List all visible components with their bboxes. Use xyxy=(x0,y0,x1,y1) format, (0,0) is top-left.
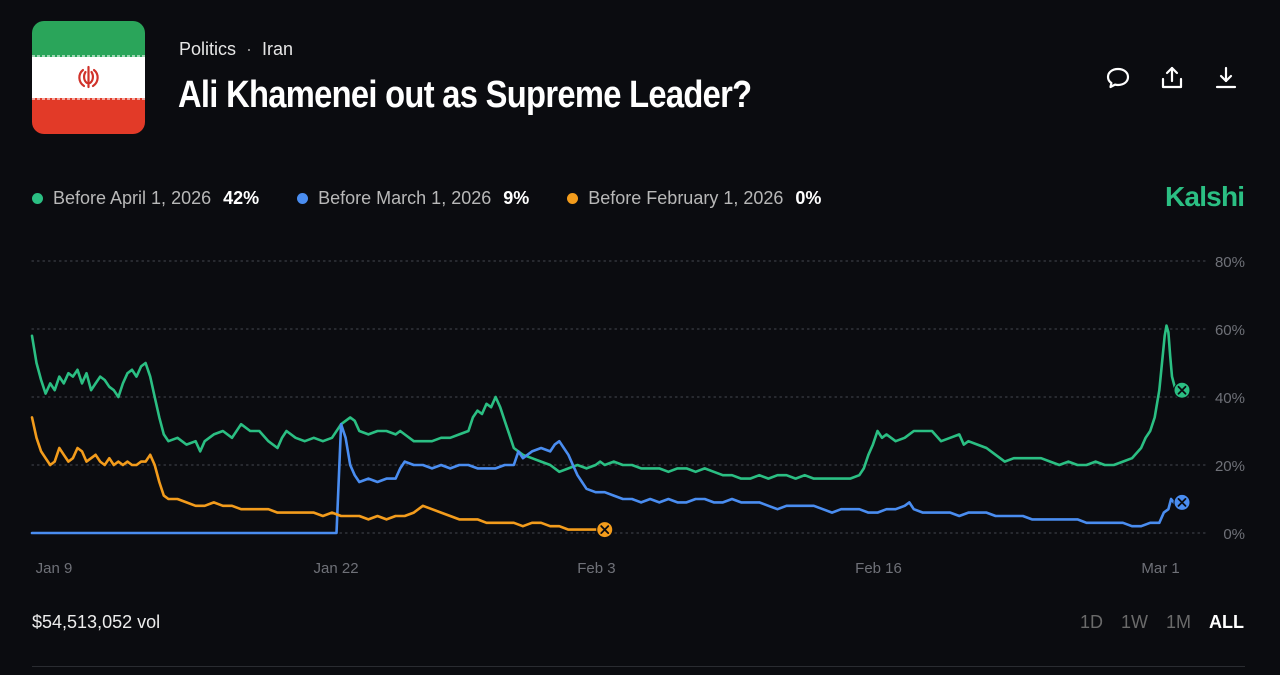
price-chart[interactable]: 0% 20% 40% 60% 80% Jan 9 Jan 22 Feb 3 Feb 16 Mar … xyxy=(0,240,1280,600)
x-tick-label-1: Jan 22 xyxy=(314,560,359,577)
legend-swatch-april xyxy=(32,193,43,204)
kalshi-logo[interactable]: Kalshi xyxy=(1165,181,1245,212)
legend-label-february: Before February 1, 2026 xyxy=(588,188,784,208)
y-tick-label-20: 20% xyxy=(1215,458,1245,475)
legend-value-march: 9% xyxy=(503,188,530,208)
series-march-end-x-icon xyxy=(1177,498,1187,507)
iran-flag-image xyxy=(32,21,145,134)
series-february-line xyxy=(30,416,606,531)
legend-item-april[interactable]: Before April 1, 2026 42% xyxy=(32,188,259,209)
y-tick-label-40: 40% xyxy=(1215,390,1245,407)
series-april-line xyxy=(30,324,1184,480)
volume-label: $54,513,052 vol xyxy=(32,612,161,632)
legend-swatch-march xyxy=(297,193,309,204)
legend-item-february[interactable]: Before February 1, 2026 0% xyxy=(567,188,821,209)
breadcrumb-separator: · xyxy=(246,39,253,59)
page-title: Ali Khamenei out as Supreme Leader? xyxy=(178,74,752,116)
legend-value-april: 42% xyxy=(223,188,260,208)
breadcrumb-politics[interactable]: Politics xyxy=(179,39,237,59)
series-february-end-x-icon xyxy=(600,525,610,534)
time-range-selector: 1D 1W 1M ALL xyxy=(1080,612,1244,633)
x-tick-label-3: Feb 16 xyxy=(855,560,902,577)
legend-swatch-february xyxy=(567,193,579,204)
x-tick-label-4: Mar 1 xyxy=(1141,560,1179,577)
series-march-line xyxy=(30,422,1184,535)
download-icon[interactable] xyxy=(1212,64,1240,92)
flag-red-band xyxy=(32,98,145,134)
comment-icon[interactable] xyxy=(1104,64,1132,92)
legend-label-april: Before April 1, 2026 xyxy=(53,188,212,208)
range-1d[interactable]: 1D xyxy=(1080,612,1104,632)
range-1m[interactable]: 1M xyxy=(1166,612,1192,632)
x-tick-label-2: Feb 3 xyxy=(577,560,615,577)
flag-bottom-trim xyxy=(32,97,145,100)
range-all[interactable]: ALL xyxy=(1209,612,1245,632)
legend-label-march: Before March 1, 2026 xyxy=(318,188,492,208)
x-tick-label-0: Jan 9 xyxy=(36,560,73,577)
flag-top-trim xyxy=(32,55,145,58)
header-actions xyxy=(1104,64,1240,92)
breadcrumb-iran[interactable]: Iran xyxy=(262,39,294,59)
y-tick-label-80: 80% xyxy=(1215,254,1245,271)
share-icon[interactable] xyxy=(1158,64,1186,92)
footer-divider xyxy=(32,666,1245,667)
y-tick-label-60: 60% xyxy=(1215,322,1245,339)
series-april-end-x-icon xyxy=(1177,385,1187,395)
legend-value-february: 0% xyxy=(795,188,822,208)
breadcrumb: Politics · Iran xyxy=(179,39,293,60)
y-tick-label-0: 0% xyxy=(1223,526,1245,543)
flag-green-band xyxy=(32,21,145,57)
chart-legend: Before April 1, 2026 42% Before March 1,… xyxy=(32,188,859,209)
range-1w[interactable]: 1W xyxy=(1121,612,1149,632)
legend-item-march[interactable]: Before March 1, 2026 9% xyxy=(297,188,529,209)
emblem-icon xyxy=(78,65,99,89)
